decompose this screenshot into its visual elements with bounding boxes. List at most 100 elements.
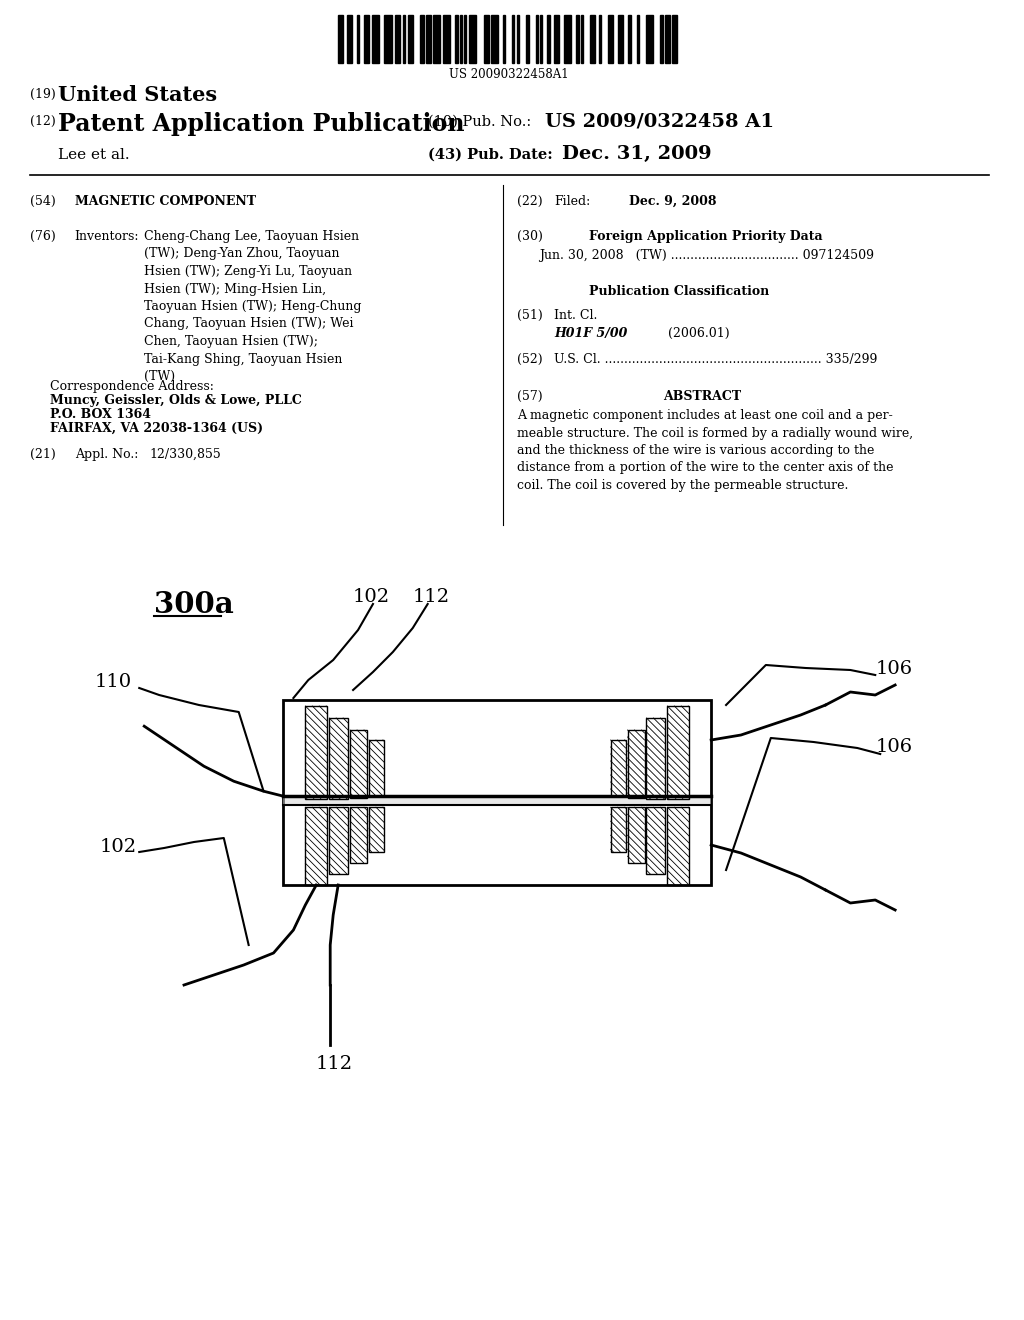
Text: 102: 102 bbox=[99, 838, 136, 855]
Text: Appl. No.:: Appl. No.: bbox=[75, 447, 138, 461]
Text: (21): (21) bbox=[30, 447, 55, 461]
Bar bbox=[610, 808, 626, 851]
Text: 106: 106 bbox=[876, 660, 912, 678]
Bar bbox=[373, 15, 379, 63]
Text: 102: 102 bbox=[353, 587, 390, 606]
Text: Filed:: Filed: bbox=[554, 195, 590, 209]
Text: 112: 112 bbox=[413, 587, 450, 606]
Text: Correspondence Address:: Correspondence Address: bbox=[50, 380, 214, 393]
Bar bbox=[461, 15, 462, 63]
Bar bbox=[421, 15, 424, 63]
Bar bbox=[350, 730, 367, 799]
Text: Inventors:: Inventors: bbox=[75, 230, 139, 243]
Bar bbox=[338, 15, 343, 63]
Text: Dec. 9, 2008: Dec. 9, 2008 bbox=[629, 195, 716, 209]
Text: MAGNETIC COMPONENT: MAGNETIC COMPONENT bbox=[75, 195, 256, 209]
Bar bbox=[350, 808, 367, 863]
Text: (22): (22) bbox=[517, 195, 543, 209]
Text: Lee et al.: Lee et al. bbox=[57, 148, 129, 162]
Bar bbox=[564, 15, 571, 63]
Bar bbox=[665, 15, 670, 63]
Text: U.S. Cl. ........................................................ 335/299: U.S. Cl. ...............................… bbox=[554, 352, 878, 366]
Bar bbox=[329, 808, 348, 874]
Bar bbox=[582, 15, 584, 63]
Bar bbox=[659, 15, 663, 63]
Bar bbox=[512, 15, 514, 63]
Bar bbox=[517, 15, 519, 63]
Text: Jun. 30, 2008   (TW) ................................. 097124509: Jun. 30, 2008 (TW) .....................… bbox=[539, 249, 874, 261]
Bar bbox=[469, 15, 476, 63]
Text: FAIRFAX, VA 22038-1364 (US): FAIRFAX, VA 22038-1364 (US) bbox=[50, 422, 263, 436]
Bar bbox=[607, 15, 612, 63]
Text: 106: 106 bbox=[876, 738, 912, 756]
Bar bbox=[433, 15, 439, 63]
Text: (10) Pub. No.:: (10) Pub. No.: bbox=[428, 115, 530, 129]
Text: (2006.01): (2006.01) bbox=[669, 327, 730, 341]
Bar bbox=[456, 15, 459, 63]
Bar bbox=[526, 15, 529, 63]
Text: ABSTRACT: ABSTRACT bbox=[664, 389, 741, 403]
Bar bbox=[426, 15, 431, 63]
Bar bbox=[628, 15, 632, 63]
Text: US 2009/0322458 A1: US 2009/0322458 A1 bbox=[545, 112, 774, 129]
Bar bbox=[443, 15, 451, 63]
Bar bbox=[346, 15, 351, 63]
Bar bbox=[537, 15, 539, 63]
Bar bbox=[628, 808, 644, 863]
Bar bbox=[356, 15, 358, 63]
Bar bbox=[464, 15, 466, 63]
Bar bbox=[590, 15, 595, 63]
Bar bbox=[369, 808, 384, 851]
Text: (54): (54) bbox=[30, 195, 55, 209]
Bar bbox=[503, 15, 505, 63]
Text: P.O. BOX 1364: P.O. BOX 1364 bbox=[50, 408, 151, 421]
Text: (51): (51) bbox=[517, 309, 543, 322]
Text: Dec. 31, 2009: Dec. 31, 2009 bbox=[562, 145, 712, 162]
Bar bbox=[364, 15, 369, 63]
Bar bbox=[668, 706, 689, 799]
Bar bbox=[305, 706, 328, 799]
Text: US 20090322458A1: US 20090322458A1 bbox=[450, 69, 569, 81]
Bar bbox=[617, 15, 623, 63]
Text: 300a: 300a bbox=[155, 590, 233, 619]
Text: United States: United States bbox=[57, 84, 217, 106]
Bar bbox=[599, 15, 600, 63]
Bar bbox=[369, 741, 384, 796]
Text: (19): (19) bbox=[30, 88, 55, 102]
Bar bbox=[490, 15, 498, 63]
Text: A magnetic component includes at least one coil and a per-
meable structure. The: A magnetic component includes at least o… bbox=[517, 409, 913, 492]
Bar bbox=[483, 15, 488, 63]
Bar bbox=[395, 15, 400, 63]
Bar bbox=[577, 15, 580, 63]
Bar bbox=[305, 808, 328, 884]
Bar bbox=[384, 15, 391, 63]
Bar bbox=[409, 15, 414, 63]
Text: Patent Application Publication: Patent Application Publication bbox=[57, 112, 464, 136]
Text: 112: 112 bbox=[315, 1055, 352, 1073]
Text: Publication Classification: Publication Classification bbox=[589, 285, 769, 298]
Text: Cheng-Chang Lee, Taoyuan Hsien
(TW); Deng-Yan Zhou, Taoyuan
Hsien (TW); Zeng-Yi : Cheng-Chang Lee, Taoyuan Hsien (TW); Den… bbox=[144, 230, 361, 383]
Bar bbox=[540, 15, 542, 63]
Text: H01F 5/00: H01F 5/00 bbox=[554, 327, 628, 341]
Bar bbox=[646, 718, 666, 800]
Bar bbox=[554, 15, 559, 63]
Bar bbox=[610, 741, 626, 796]
Text: (57): (57) bbox=[517, 389, 543, 403]
Bar bbox=[547, 15, 550, 63]
Text: 110: 110 bbox=[94, 673, 132, 690]
Bar bbox=[284, 796, 711, 805]
Bar bbox=[628, 730, 644, 799]
Text: 12/330,855: 12/330,855 bbox=[150, 447, 221, 461]
Bar bbox=[668, 808, 689, 884]
Bar bbox=[329, 718, 348, 800]
Bar bbox=[645, 15, 652, 63]
Text: Foreign Application Priority Data: Foreign Application Priority Data bbox=[589, 230, 822, 243]
Text: (30): (30) bbox=[517, 230, 543, 243]
Text: (43) Pub. Date:: (43) Pub. Date: bbox=[428, 148, 552, 162]
Bar bbox=[403, 15, 406, 63]
Text: Muncy, Geissler, Olds & Lowe, PLLC: Muncy, Geissler, Olds & Lowe, PLLC bbox=[50, 393, 302, 407]
Text: (12): (12) bbox=[30, 115, 55, 128]
Bar bbox=[672, 15, 677, 63]
Bar bbox=[637, 15, 639, 63]
Bar bbox=[284, 700, 711, 884]
